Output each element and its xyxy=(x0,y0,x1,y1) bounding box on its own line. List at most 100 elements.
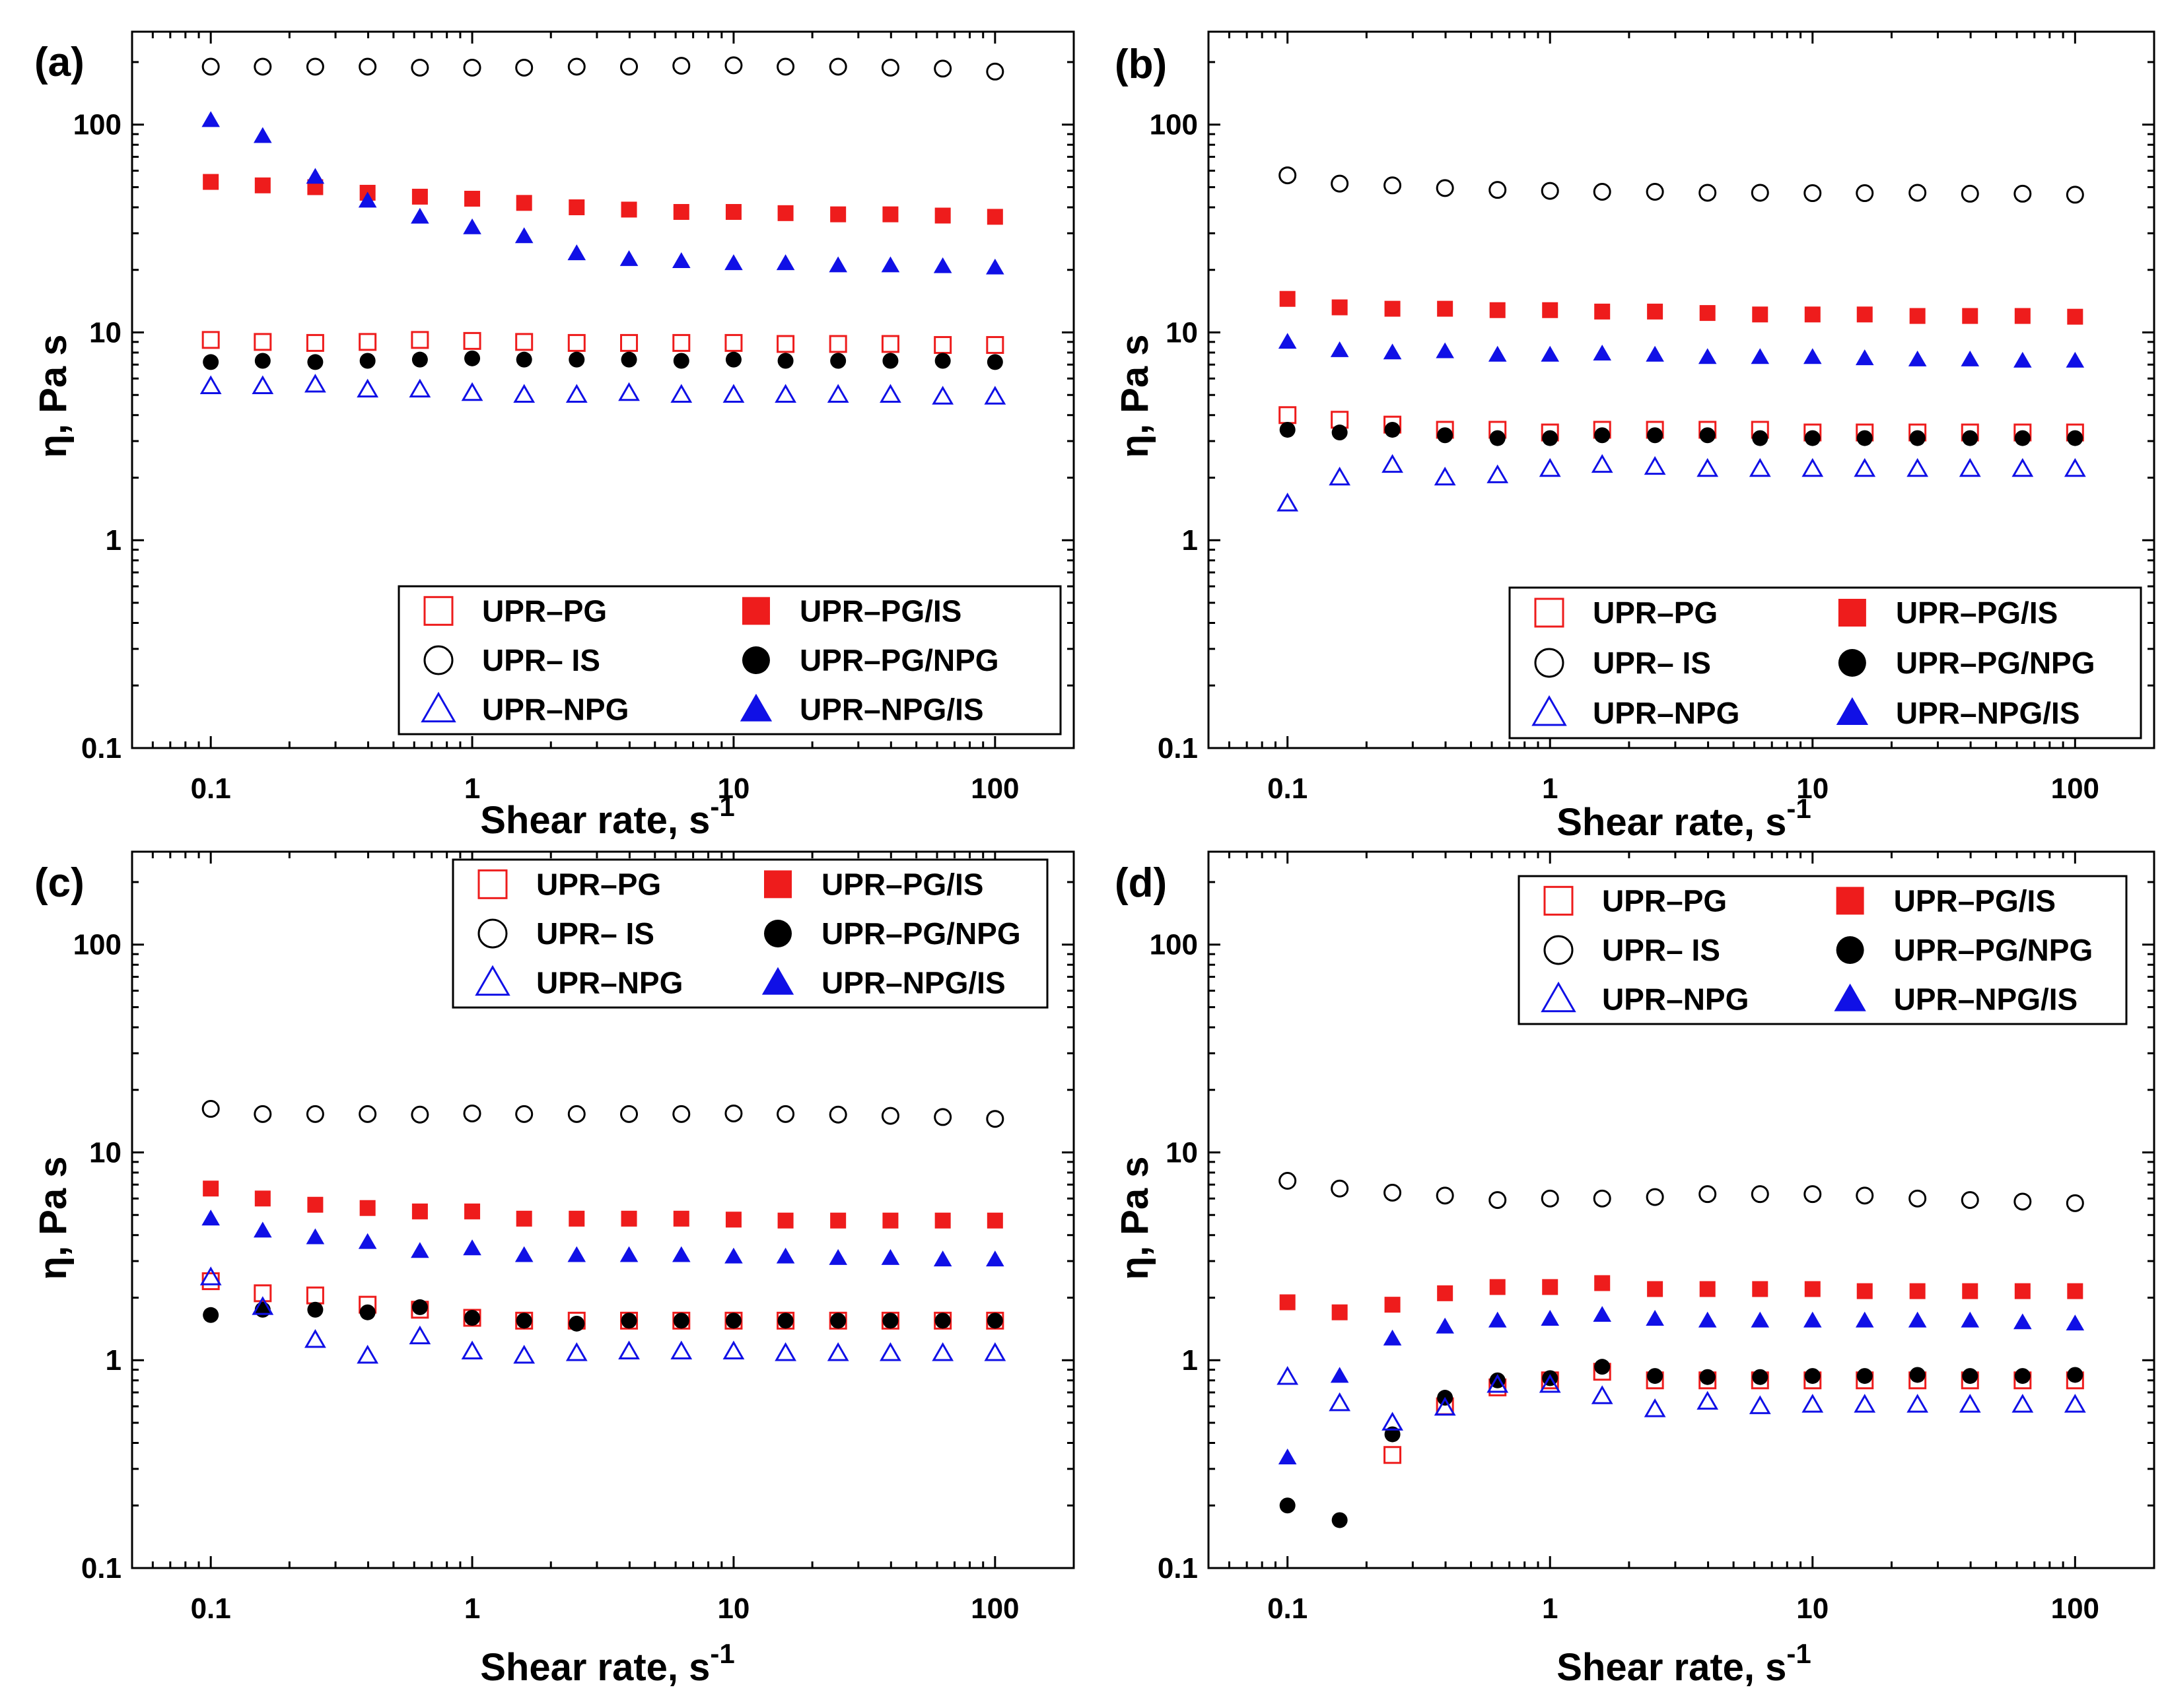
data-point xyxy=(359,1200,376,1216)
legend-label: UPR–PG/IS xyxy=(800,594,961,628)
data-point xyxy=(203,174,219,190)
data-point xyxy=(829,256,847,273)
data-point xyxy=(306,57,324,76)
data-point xyxy=(1594,1359,1611,1375)
data-point xyxy=(1752,1281,1768,1297)
data-point xyxy=(1696,458,1719,477)
x-tick-label: 1 xyxy=(464,772,480,805)
data-point xyxy=(411,331,429,349)
data-point xyxy=(1542,1279,1558,1295)
chart-panel-4: 0.1 1 10 100 0.1 1 10 100 (d) η, Pa s Shear rate, … xyxy=(1113,850,2155,1689)
data-point xyxy=(725,1212,742,1228)
data-point xyxy=(934,1212,951,1229)
data-point xyxy=(1276,493,1299,512)
legend-label: UPR–NPG/IS xyxy=(1896,696,2080,730)
data-point xyxy=(1488,1191,1507,1210)
data-point xyxy=(464,1310,481,1326)
data-point xyxy=(1804,1281,1821,1297)
legend: UPR–PG UPR–PG/IS UPR– IS UPR–PG/NPG UPR–NPG U… xyxy=(398,585,1062,735)
data-point xyxy=(829,1105,847,1124)
data-point xyxy=(1647,1281,1663,1297)
data-point xyxy=(1801,1394,1824,1413)
legend-label: UPR–PG/NPG xyxy=(1896,646,2095,680)
data-point xyxy=(203,354,219,370)
data-point xyxy=(1437,427,1453,444)
data-point xyxy=(621,351,637,368)
data-point xyxy=(567,333,586,352)
data-point xyxy=(776,254,795,271)
data-point xyxy=(411,188,428,205)
data-point xyxy=(1383,1446,1402,1464)
legend-label: UPR–PG/IS xyxy=(1896,596,2058,630)
data-point xyxy=(1646,183,1664,201)
data-point xyxy=(199,1266,222,1285)
data-point xyxy=(307,1301,324,1318)
data-point xyxy=(986,62,1004,81)
data-point xyxy=(252,375,274,394)
y-axis-title: η, Pa s xyxy=(32,1157,75,1280)
data-point xyxy=(1436,179,1454,197)
data-point xyxy=(673,1210,689,1227)
data-point xyxy=(1542,302,1558,318)
data-point xyxy=(411,1242,429,1258)
legend-label: UPR–PG/IS xyxy=(1894,883,2056,918)
plot-frame xyxy=(1207,850,2155,1569)
data-point xyxy=(987,1212,1003,1229)
data-point xyxy=(1541,345,1560,362)
data-point xyxy=(411,351,428,368)
data-point xyxy=(1962,308,1978,324)
data-point xyxy=(306,1286,324,1305)
data-point xyxy=(567,244,586,261)
data-point xyxy=(621,201,637,218)
legend-marker xyxy=(1543,935,1574,965)
data-point xyxy=(830,1313,847,1329)
legend-marker xyxy=(1543,885,1574,916)
data-point xyxy=(725,1313,742,1329)
data-point xyxy=(670,1340,693,1359)
data-point xyxy=(516,195,532,211)
data-point xyxy=(359,1105,377,1123)
data-point xyxy=(1278,406,1297,425)
data-point xyxy=(1329,1392,1351,1412)
data-point xyxy=(619,1246,639,1262)
data-point xyxy=(1647,303,1663,320)
data-point xyxy=(254,1190,271,1207)
y-tick-label: 1 xyxy=(106,524,122,557)
y-tick-label: 0.1 xyxy=(1158,1552,1198,1585)
legend-marker xyxy=(1834,983,1866,1011)
data-point xyxy=(1591,454,1613,473)
data-point xyxy=(306,1228,325,1245)
data-point xyxy=(1749,458,1771,477)
data-point xyxy=(829,57,847,76)
data-point xyxy=(829,335,847,353)
data-point xyxy=(1436,1186,1454,1205)
plot-frame xyxy=(131,850,1075,1569)
data-point xyxy=(516,1313,532,1329)
legend-box xyxy=(1518,875,2128,1025)
x-axis-title: Shear rate, s-1 xyxy=(480,1638,735,1689)
data-point xyxy=(1854,458,1876,477)
data-point xyxy=(1593,1189,1611,1208)
data-point xyxy=(1959,1394,1981,1413)
data-point xyxy=(724,1247,743,1264)
data-point xyxy=(1279,290,1296,307)
data-point xyxy=(1803,184,1822,203)
data-point xyxy=(1698,1185,1717,1204)
x-tick-label: 0.1 xyxy=(1267,772,1308,805)
data-point xyxy=(1488,181,1507,199)
data-point xyxy=(411,1203,428,1219)
data-point xyxy=(1906,458,1929,477)
data-point xyxy=(881,1107,899,1125)
data-point xyxy=(1906,1394,1929,1413)
data-point xyxy=(2064,1394,2086,1413)
data-point xyxy=(1962,430,1978,446)
data-point xyxy=(984,1342,1006,1361)
legend-label: UPR–NPG/IS xyxy=(800,693,984,727)
legend-label: UPR–NPG/IS xyxy=(1894,982,2078,1017)
data-point xyxy=(2066,186,2084,204)
data-point xyxy=(1434,466,1456,486)
data-point xyxy=(827,1342,849,1361)
data-point xyxy=(986,1110,1004,1128)
data-point xyxy=(1383,1184,1402,1202)
